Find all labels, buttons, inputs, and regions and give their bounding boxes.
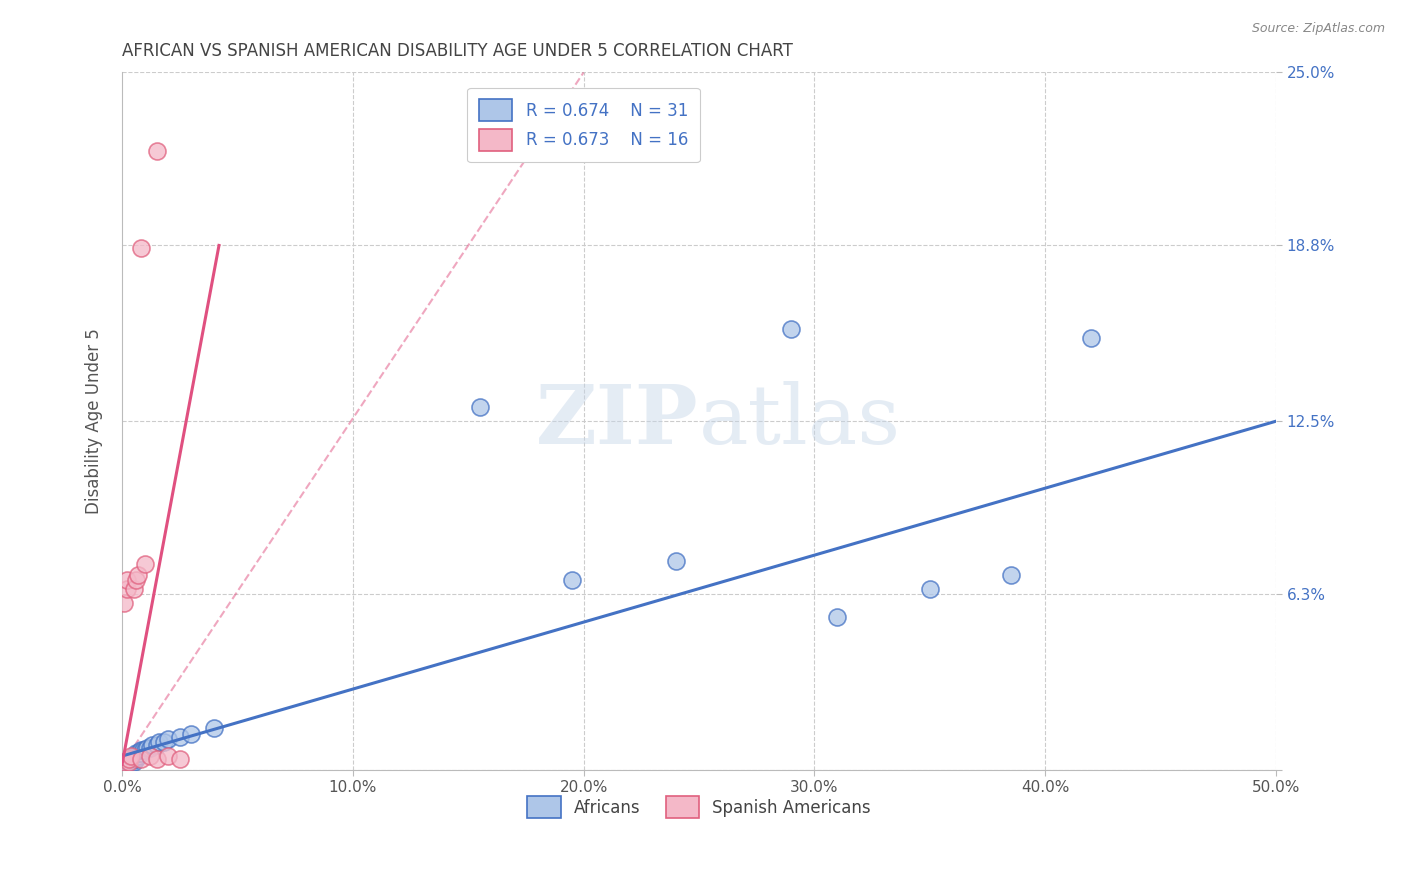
Point xyxy=(145,738,167,752)
Point xyxy=(122,582,145,596)
Point xyxy=(145,144,167,158)
Point xyxy=(132,743,155,757)
Y-axis label: Disability Age Under 5: Disability Age Under 5 xyxy=(86,328,103,514)
Point xyxy=(122,749,145,764)
Point xyxy=(112,760,135,774)
Text: Source: ZipAtlas.com: Source: ZipAtlas.com xyxy=(1251,22,1385,36)
Point xyxy=(169,730,191,744)
Point xyxy=(122,755,145,769)
Point xyxy=(665,554,688,568)
Point xyxy=(780,322,803,336)
Point xyxy=(118,752,141,766)
Point xyxy=(139,749,162,764)
Point xyxy=(145,752,167,766)
Point xyxy=(118,755,141,769)
Point xyxy=(129,746,152,760)
Point xyxy=(118,755,141,769)
Point xyxy=(127,746,149,760)
Point xyxy=(157,732,180,747)
Point xyxy=(112,755,135,769)
Point xyxy=(112,757,135,772)
Point xyxy=(468,401,491,415)
Point xyxy=(152,735,174,749)
Point xyxy=(129,241,152,255)
Point xyxy=(134,557,156,571)
Point xyxy=(129,752,152,766)
Point xyxy=(112,596,135,610)
Point xyxy=(120,749,142,764)
Point xyxy=(125,749,148,764)
Point xyxy=(127,749,149,764)
Text: ZIP: ZIP xyxy=(536,381,699,461)
Point xyxy=(115,582,138,596)
Point xyxy=(134,743,156,757)
Text: atlas: atlas xyxy=(699,381,901,461)
Point xyxy=(118,752,141,766)
Point xyxy=(115,755,138,769)
Point xyxy=(120,752,142,766)
Point xyxy=(120,755,142,769)
Point xyxy=(118,757,141,772)
Point xyxy=(202,721,225,735)
Point xyxy=(1000,567,1022,582)
Point xyxy=(157,749,180,764)
Point xyxy=(125,574,148,588)
Point xyxy=(827,609,849,624)
Point xyxy=(148,735,170,749)
Point xyxy=(115,757,138,772)
Point xyxy=(125,752,148,766)
Point xyxy=(561,574,583,588)
Point xyxy=(1080,330,1102,344)
Legend: Africans, Spanish Americans: Africans, Spanish Americans xyxy=(520,789,877,824)
Point xyxy=(122,752,145,766)
Point xyxy=(136,740,159,755)
Text: AFRICAN VS SPANISH AMERICAN DISABILITY AGE UNDER 5 CORRELATION CHART: AFRICAN VS SPANISH AMERICAN DISABILITY A… xyxy=(122,42,793,60)
Point xyxy=(169,752,191,766)
Point xyxy=(125,746,148,760)
Point xyxy=(129,743,152,757)
Point xyxy=(127,567,149,582)
Point xyxy=(180,727,202,741)
Point xyxy=(115,574,138,588)
Point xyxy=(918,582,941,596)
Point xyxy=(141,738,163,752)
Point xyxy=(139,740,162,755)
